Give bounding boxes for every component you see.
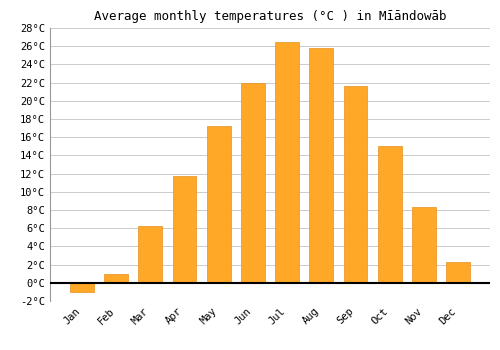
Bar [344,86,367,283]
Bar [378,146,402,283]
Bar [275,42,299,283]
Bar [207,126,231,283]
Title: Average monthly temperatures (°C ) in Mīāndowāb: Average monthly temperatures (°C ) in Mī… [94,10,447,23]
Bar [104,274,128,283]
Bar [310,48,333,283]
Bar [412,207,436,283]
Bar [138,226,162,283]
Bar [70,283,94,292]
Bar [446,262,470,283]
Bar [241,83,265,283]
Bar [172,176,197,283]
